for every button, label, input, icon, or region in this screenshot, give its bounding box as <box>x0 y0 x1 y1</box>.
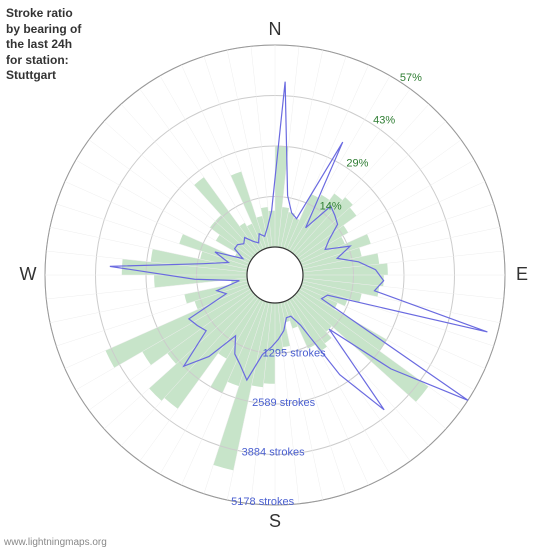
cardinal-N: N <box>269 19 282 39</box>
footer-attribution: www.lightningmaps.org <box>4 537 107 548</box>
ring-label-strokes: 2589 strokes <box>252 397 315 409</box>
cardinal-E: E <box>516 264 528 284</box>
ring-label-pct: 29% <box>346 158 368 170</box>
bar-wedge <box>296 291 429 401</box>
cardinal-W: W <box>20 264 37 284</box>
grid-spoke <box>160 76 261 251</box>
ring-label-strokes: 5178 strokes <box>231 496 294 508</box>
ring-label-pct: 14% <box>320 200 342 212</box>
ring-label-strokes: 1295 strokes <box>263 348 326 360</box>
ring-label-pct: 57% <box>400 72 422 84</box>
ring-label-strokes: 3884 strokes <box>242 446 305 458</box>
cardinal-S: S <box>269 511 281 531</box>
polar-chart: 14% 29% 43% 57% 1295 strokes 2589 strokes 3884… <box>0 0 550 550</box>
hub <box>247 247 303 303</box>
ring-label-pct: 43% <box>373 115 395 127</box>
